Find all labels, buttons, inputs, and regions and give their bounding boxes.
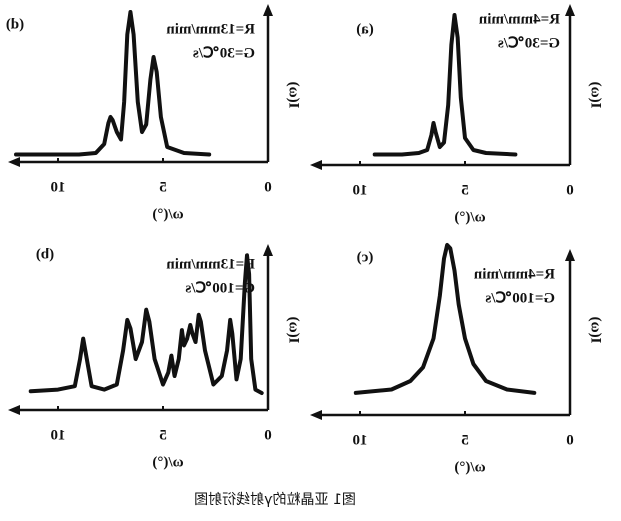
annotation: G=30℃/s — [193, 45, 255, 61]
x-axis-label: ω/(°) — [152, 454, 183, 470]
panel: 0 5 10 ω/(°) I(ω) (c) R=4mm/min G=100℃/s — [310, 243, 604, 475]
annotation: G=100℃/s — [485, 290, 555, 306]
annotation: R=4mm/min — [478, 11, 560, 27]
panel: 0 5 10 ω/(°) I(ω) (d) R=13mm/min G=30℃/s — [6, 4, 302, 222]
x-tick-label: 5 — [461, 182, 469, 198]
y-axis-arrow — [565, 4, 575, 16]
x-tick-label: 10 — [353, 432, 368, 448]
panel-label: (c) — [357, 249, 374, 265]
curve — [353, 243, 537, 395]
caption: 图1 亚晶粒的γ射线衍射图 — [194, 492, 356, 508]
annotation: R=4mm/min — [473, 266, 555, 282]
x-tick-label: 0 — [264, 427, 272, 443]
panel-label: (b) — [36, 246, 54, 262]
x-axis-arrow — [310, 160, 322, 170]
x-tick-label: 5 — [461, 432, 469, 448]
annotation: R=13mm/min — [166, 256, 255, 272]
panel: 0 5 10 ω/(°) I(ω) (b) R=13mm/min G=100℃/s — [8, 244, 302, 470]
x-axis-label: ω/(°) — [454, 459, 485, 475]
x-tick-label: 0 — [566, 432, 574, 448]
y-axis-label: I(ω) — [286, 82, 302, 109]
x-tick-label: 0 — [566, 182, 574, 198]
x-tick-label: 10 — [51, 179, 66, 195]
curve — [372, 13, 518, 157]
x-axis-label: ω/(°) — [152, 206, 183, 222]
y-axis-label: I(ω) — [286, 317, 302, 344]
annotation: R=13mm/min — [166, 21, 255, 37]
y-axis-label: I(ω) — [588, 82, 604, 109]
curve — [14, 10, 212, 157]
x-tick-label: 5 — [159, 179, 167, 195]
x-tick-label: 10 — [51, 427, 66, 443]
y-axis-arrow — [263, 244, 273, 256]
y-axis-arrow — [263, 4, 273, 16]
annotation: G=100℃/s — [185, 280, 255, 296]
curve — [28, 253, 264, 395]
panel-label: (d) — [6, 16, 24, 32]
y-axis-arrow — [565, 249, 575, 261]
x-axis-arrow — [310, 410, 322, 420]
panel: 0 5 10 ω/(°) I(ω) (a) R=4mm/min G=30℃/s — [310, 4, 604, 225]
annotation: G=30℃/s — [498, 35, 560, 51]
mirrored-figure: 图1 亚晶粒的γ射线衍射图 0 5 10 ω/(°) I(ω) (a) R=4mm/min G… — [6, 4, 604, 508]
x-axis-arrow — [8, 405, 20, 415]
panel-label: (a) — [356, 21, 374, 37]
x-tick-label: 5 — [159, 427, 167, 443]
x-axis-label: ω/(°) — [454, 209, 485, 225]
x-axis-arrow — [8, 157, 20, 167]
y-axis-label: I(ω) — [588, 317, 604, 344]
x-tick-label: 10 — [353, 182, 368, 198]
x-tick-label: 0 — [264, 179, 272, 195]
